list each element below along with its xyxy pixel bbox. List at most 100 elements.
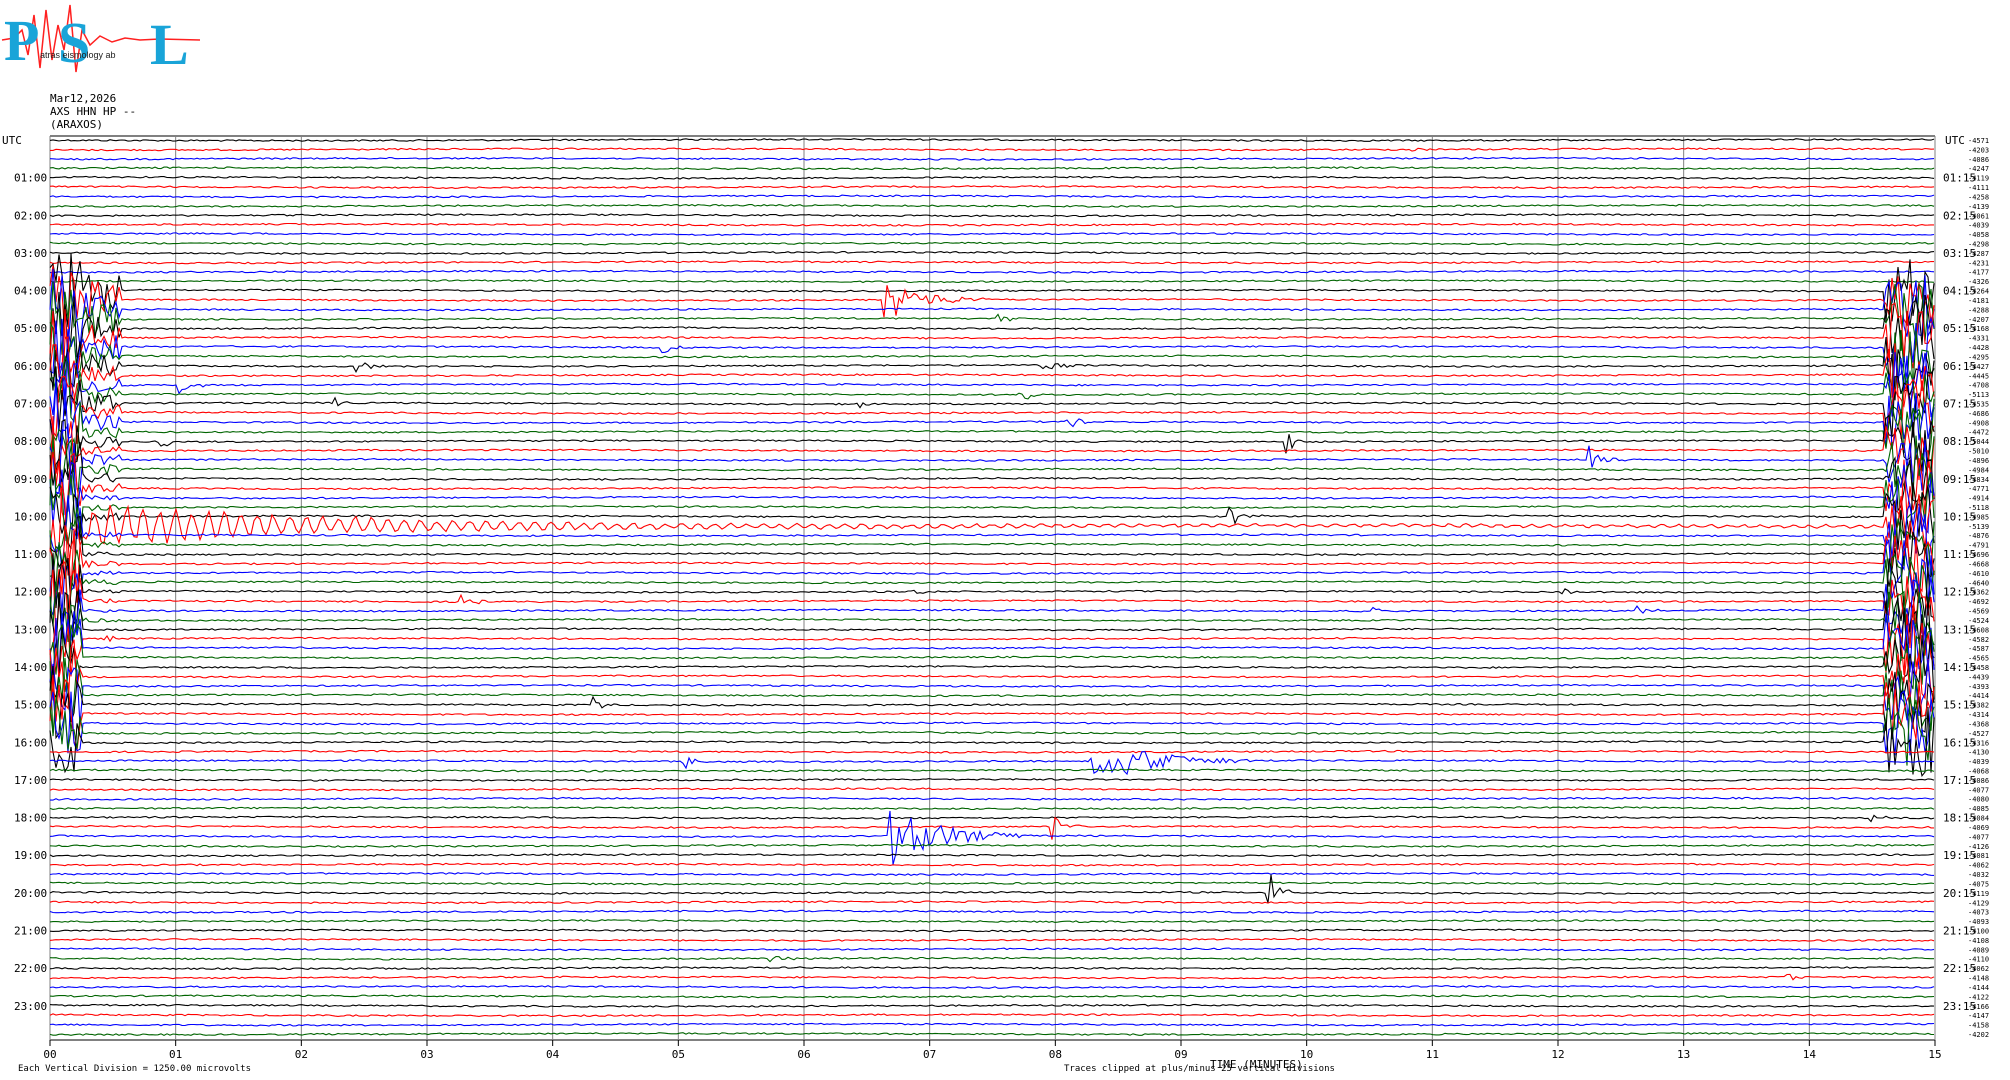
logo-letters-s: S (58, 10, 90, 75)
row-offset-value: -4984 (1968, 466, 1989, 474)
row-offset-value: -4144 (1968, 984, 1989, 992)
hour-label-left: 23:00 (14, 1000, 47, 1013)
hour-label-right: 14:15 (1943, 661, 1976, 674)
minute-tick-label: 03 (420, 1048, 433, 1061)
row-offset-value: -4181 (1968, 297, 1989, 305)
hour-label-right: 03:15 (1943, 247, 1976, 260)
row-offset-value: -4571 (1968, 137, 1989, 145)
hour-label-right: 20:15 (1943, 887, 1976, 900)
seismic-trace (49, 706, 1935, 778)
hour-label-right: 21:15 (1943, 924, 1976, 937)
seismic-trace (49, 422, 1935, 497)
row-offset-value: -4081 (1968, 852, 1989, 860)
seismic-trace (49, 604, 1935, 677)
row-offset-value: -4039 (1968, 758, 1989, 766)
seismic-trace (49, 506, 1935, 578)
seismic-trace (49, 482, 1935, 550)
seismic-trace (49, 137, 1935, 142)
row-offset-value: -4428 (1968, 344, 1989, 352)
seismic-trace (49, 194, 1935, 199)
hour-label-right: 15:15 (1943, 699, 1976, 712)
seismic-trace (49, 966, 1935, 971)
seismic-trace (49, 955, 1934, 963)
row-offset-value: -4582 (1968, 636, 1989, 644)
seismic-trace (49, 375, 1935, 444)
row-offset-value: -4834 (1968, 476, 1989, 484)
row-offset-value: -4692 (1968, 598, 1989, 606)
seismic-trace (49, 166, 1935, 171)
seismic-trace (49, 947, 1935, 952)
row-offset-value: -4085 (1968, 805, 1989, 813)
seismic-trace (49, 381, 1935, 449)
hour-label-right: 16:15 (1943, 736, 1976, 749)
hour-label-left: 05:00 (14, 322, 47, 335)
seismic-trace (49, 473, 1935, 542)
hour-label-left: 03:00 (14, 247, 47, 260)
seismic-trace (49, 900, 1935, 905)
seismic-trace (49, 787, 1935, 792)
seismic-trace (49, 874, 1935, 903)
row-offset-value: -4908 (1968, 419, 1989, 427)
seismic-trace (49, 751, 1935, 776)
logo-letters-l: L (150, 12, 189, 77)
row-offset-value: -4089 (1968, 946, 1989, 954)
row-offset-value: -4316 (1968, 739, 1989, 747)
row-offset-value: -4068 (1968, 768, 1989, 776)
row-offset-value: -4791 (1968, 542, 1989, 550)
row-offset-value: -4080 (1968, 796, 1989, 804)
row-offset-value: -4331 (1968, 335, 1989, 343)
seismic-trace (49, 185, 1935, 189)
row-offset-value: -4610 (1968, 570, 1989, 578)
row-offset-value: -4158 (1968, 1022, 1989, 1030)
seismic-trace (49, 665, 1935, 740)
row-offset-value: -4148 (1968, 975, 1989, 983)
row-offset-value: -4122 (1968, 993, 1989, 1001)
seismic-trace (49, 814, 1935, 823)
seismic-trace (49, 281, 1935, 355)
seismic-trace (50, 147, 1935, 152)
minute-tick-label: 01 (169, 1048, 182, 1061)
hour-label-right: 07:15 (1943, 397, 1976, 410)
seismic-trace (49, 657, 1935, 737)
hour-label-left: 18:00 (14, 812, 47, 825)
seismic-trace (49, 542, 1935, 621)
seismic-trace (49, 810, 1935, 865)
row-offset-value: -4231 (1968, 259, 1989, 267)
row-offset-value: -4119 (1968, 175, 1989, 183)
seismic-trace (49, 659, 1935, 727)
row-offset-value: -4075 (1968, 880, 1989, 888)
hour-label-right: 10:15 (1943, 510, 1976, 523)
logo-seismic-trace (1, 4, 201, 73)
row-offset-value: -4362 (1968, 589, 1989, 597)
row-offset-value: -4445 (1968, 372, 1989, 380)
footer-clip-note: Traces clipped at plus/minus 25 vertical… (1064, 1064, 1335, 1074)
row-offset-value: -4876 (1968, 532, 1989, 540)
row-offset-value: -4287 (1968, 250, 1989, 258)
seismic-trace (49, 1013, 1935, 1018)
row-offset-value: -4111 (1968, 184, 1989, 192)
seismic-trace (49, 232, 1935, 236)
hour-label-left: 09:00 (14, 473, 47, 486)
seismic-trace (49, 481, 1935, 576)
row-offset-value: -4696 (1968, 551, 1989, 559)
row-offset-value: -4608 (1968, 626, 1989, 634)
row-offset-value: -4264 (1968, 288, 1989, 296)
seismic-trace (49, 627, 1935, 700)
seismic-trace (49, 581, 1935, 647)
row-offset-value: -4314 (1968, 711, 1989, 719)
hour-label-left: 13:00 (14, 623, 47, 636)
seismic-trace (49, 973, 1935, 981)
row-offset-value: -4093 (1968, 918, 1989, 926)
row-offset-value: -4119 (1968, 890, 1989, 898)
hour-label-right: 19:15 (1943, 849, 1976, 862)
hour-label-left: 21:00 (14, 924, 47, 937)
row-offset-value: -4110 (1968, 956, 1989, 964)
row-offset-value: -4569 (1968, 608, 1989, 616)
row-offset-value: -4139 (1968, 203, 1989, 211)
row-offset-value: -5044 (1968, 438, 1989, 446)
minute-tick-label: 02 (295, 1048, 308, 1061)
seismic-trace (49, 696, 1935, 766)
row-offset-value: -4203 (1968, 146, 1989, 154)
seismic-trace (49, 862, 1935, 867)
